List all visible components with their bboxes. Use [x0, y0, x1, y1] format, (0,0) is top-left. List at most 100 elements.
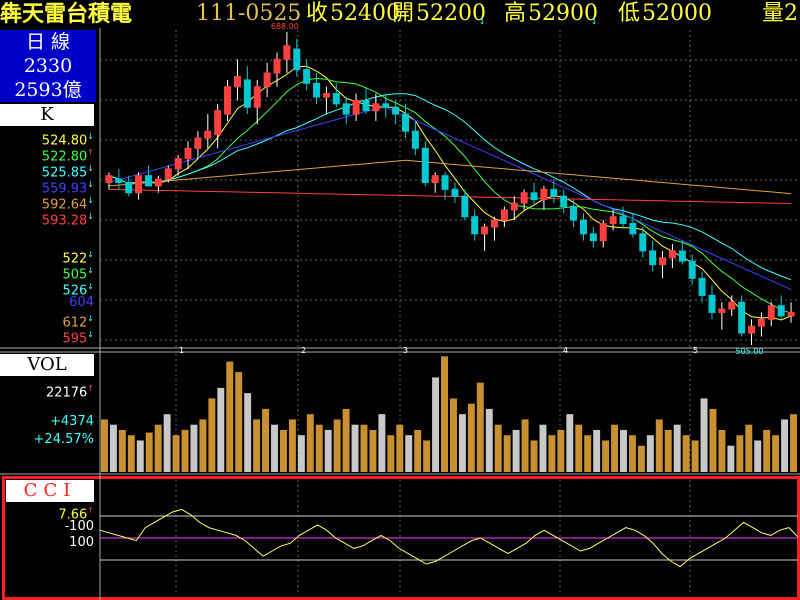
volume-bar [369, 429, 377, 472]
ma-value-0: 524.80↓ [41, 132, 94, 149]
candle-body [392, 106, 400, 115]
candle-body [313, 82, 321, 98]
ma-line-10 [108, 77, 792, 314]
vol-change: +4374 [50, 414, 94, 429]
volume-bar [217, 387, 225, 472]
volume-bar [494, 424, 502, 472]
volume-bar [628, 435, 636, 472]
volume-bar [763, 429, 771, 472]
volume-bar [378, 414, 386, 472]
cci-highlight-frame [2, 476, 800, 600]
volume-bar [208, 398, 216, 472]
volume-bar [691, 440, 699, 472]
volume-bar [611, 424, 619, 472]
volume-bar [342, 408, 350, 472]
volume-bar [700, 398, 708, 472]
volume-bar [745, 424, 753, 472]
volume-bar [476, 382, 484, 472]
volume-bar [423, 440, 431, 472]
volume-bar [154, 424, 162, 472]
candle-body [659, 257, 667, 266]
volume-bar [405, 435, 413, 472]
cci-panel-title[interactable]: CCI [6, 480, 94, 502]
info-box: 日 線 2330 2593億 [0, 30, 96, 102]
candle-body [708, 294, 716, 314]
volume-bar [673, 424, 681, 472]
volume-bar [101, 419, 108, 472]
volume-bar [620, 429, 627, 472]
candle-body [678, 250, 686, 262]
stock-code: 2330 [23, 55, 73, 77]
candle-body [144, 175, 152, 187]
volume-bar [109, 424, 117, 472]
volume-bar [718, 429, 726, 472]
ma-line-240 [108, 188, 792, 204]
candle-body [293, 48, 301, 71]
candle-body [748, 325, 756, 334]
candle-body [570, 205, 578, 221]
volume-bar [172, 435, 180, 472]
ma-period-2: 526↓ [62, 282, 94, 299]
vol-value: 22176↑ [45, 384, 94, 401]
candle-body [728, 301, 736, 310]
volume-bar [351, 424, 359, 472]
candle-body [105, 175, 113, 184]
candle-body [668, 250, 676, 259]
candle-body [599, 223, 607, 242]
volume-bar [584, 435, 592, 472]
volume-bar [593, 429, 601, 472]
month-tick-0: 1 [179, 346, 184, 355]
candle-body [135, 175, 143, 194]
candle-body [431, 175, 439, 184]
volume-bar [441, 356, 448, 472]
candle-body [500, 209, 508, 221]
candle-body [639, 233, 647, 252]
volume-bar [566, 414, 574, 472]
volume-bar [503, 435, 511, 472]
volume-bar [485, 408, 493, 472]
candle-body [490, 219, 498, 228]
volume-bar [781, 419, 789, 472]
candle-body [263, 72, 271, 88]
k-panel-title[interactable]: K [0, 104, 94, 126]
candle-body [767, 305, 775, 320]
candle-body [461, 195, 469, 218]
volume-bar [709, 408, 717, 472]
volume-bar [521, 419, 529, 472]
volume-bar [226, 361, 234, 472]
candle-body [649, 250, 657, 266]
volume-label: 量2 [762, 1, 798, 26]
candle-body [530, 192, 538, 201]
volume-bar [297, 435, 305, 472]
volume-bar [512, 429, 520, 472]
candle-body [579, 219, 587, 235]
candle-body [322, 93, 330, 98]
vol-panel-title[interactable]: VOL [0, 354, 94, 376]
volume-bar [790, 414, 797, 472]
volume-bar [271, 424, 278, 472]
candle-body [352, 99, 360, 115]
candle-body [609, 216, 617, 225]
candle-body [560, 195, 568, 207]
period-label[interactable]: 日 線 [25, 31, 71, 53]
stock-name: 台積電 [66, 1, 133, 27]
volume-bar [450, 398, 457, 472]
ma-line-60 [108, 106, 792, 291]
volume-bar [548, 435, 556, 472]
candle-body [174, 158, 182, 170]
volume-bar [432, 377, 440, 472]
low-label: 低 [618, 1, 641, 26]
volume-bar [602, 440, 610, 472]
volume-bar [279, 429, 287, 472]
candle-body [214, 110, 222, 136]
candle-body [332, 93, 340, 105]
candle-body [154, 178, 162, 187]
volume-bar [575, 424, 583, 472]
candle-body [510, 202, 518, 211]
close-arrow: ↑ [391, 2, 400, 13]
candle-body [303, 69, 311, 84]
candle-body [441, 175, 449, 190]
volume-bar [235, 372, 243, 472]
candle-body [115, 178, 123, 184]
